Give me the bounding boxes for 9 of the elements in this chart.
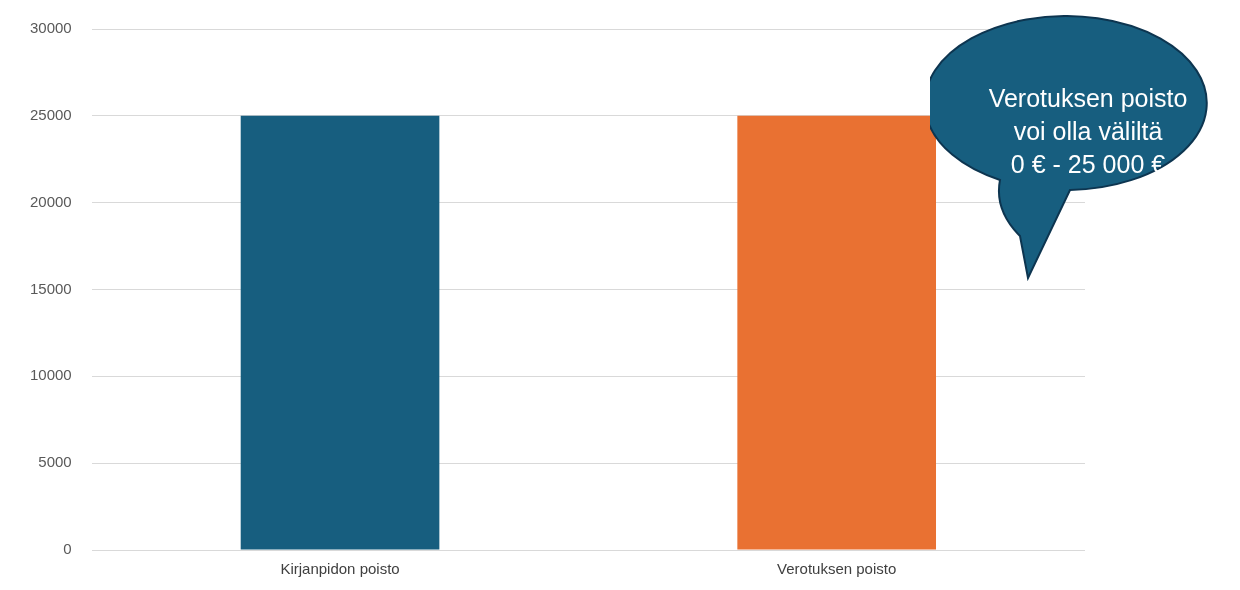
y-tick-label: 15000 bbox=[29, 279, 72, 297]
x-tick-label: Kirjanpidon poisto bbox=[280, 560, 400, 578]
y-tick-label: 10000 bbox=[29, 366, 72, 384]
y-tick-label: 25000 bbox=[29, 105, 72, 123]
y-tick-label: 20000 bbox=[29, 192, 72, 210]
y-tick-label: 0 bbox=[63, 540, 72, 558]
y-tick-label: 30000 bbox=[29, 19, 72, 37]
y-tick-label: 5000 bbox=[38, 453, 72, 471]
x-tick-label: Verotuksen poisto bbox=[777, 560, 897, 578]
